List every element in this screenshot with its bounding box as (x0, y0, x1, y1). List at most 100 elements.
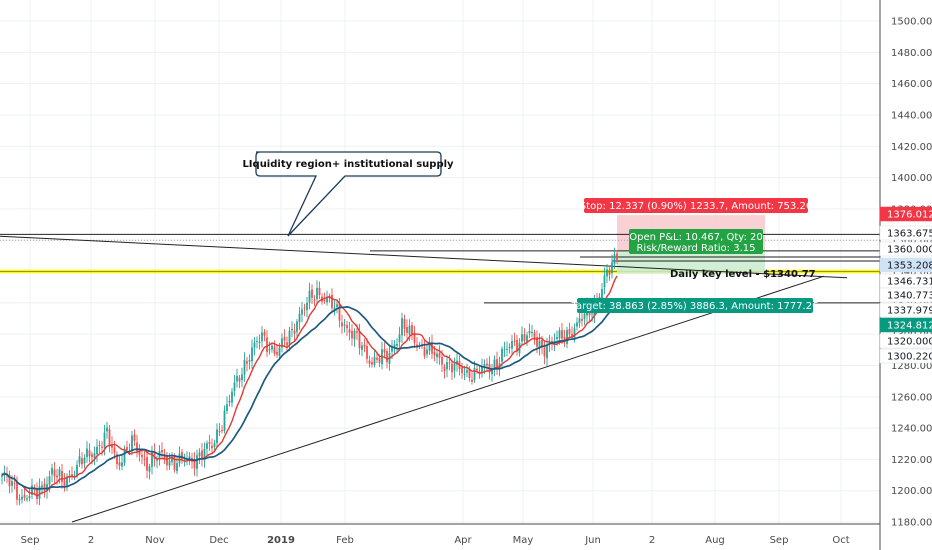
candle-body (278, 347, 281, 357)
candle-body (61, 471, 63, 483)
candle-body (271, 345, 273, 350)
y-tick-label: 1200.000 (891, 486, 932, 497)
candle-body (18, 498, 21, 501)
y-tick-label: 1260.000 (891, 392, 932, 403)
candle-body (581, 318, 583, 321)
candle-body (473, 368, 476, 381)
price-tag: 1353.208 (887, 261, 932, 272)
candle-body (446, 362, 448, 370)
candle-body (243, 359, 246, 375)
candle-body (436, 353, 438, 358)
candle-body (71, 474, 73, 476)
candle-body (438, 352, 441, 358)
candle-body (463, 373, 466, 375)
candle-body (91, 454, 93, 458)
stop-label-bg (584, 198, 808, 213)
candle-body (573, 328, 576, 340)
candle-body (268, 349, 271, 351)
candle-body (303, 307, 306, 309)
annotation-labels: LIquidity region+ institutional supply St… (242, 151, 818, 313)
candle-body (471, 379, 473, 382)
candle-body (556, 337, 558, 339)
candle-body (111, 443, 113, 448)
y-tick-label: 1400.000 (891, 173, 932, 184)
candle-body (441, 356, 443, 365)
descending-trendline (0, 235, 848, 279)
candle-body (58, 469, 61, 477)
candle-body (331, 294, 333, 309)
candle-body (348, 329, 351, 333)
candle-body (431, 342, 433, 354)
candle-body (306, 302, 308, 311)
candle-body (8, 474, 11, 487)
candle-body (536, 337, 538, 347)
candle-body (231, 391, 233, 403)
candle-body (178, 453, 181, 464)
candle-body (81, 458, 83, 465)
candle-body (601, 288, 603, 299)
candle-body (511, 341, 513, 349)
candle-body (1, 475, 3, 477)
candle-body (541, 339, 543, 347)
candle-body (406, 327, 408, 333)
candle-body (188, 456, 191, 459)
candle-body (608, 269, 611, 275)
candle-body (126, 447, 128, 450)
candle-body (308, 290, 311, 303)
candle-body (96, 446, 98, 455)
candle-body (228, 400, 231, 403)
candle-body (426, 349, 428, 355)
candle-body (501, 348, 503, 362)
candle-body (508, 346, 511, 348)
candle-body (513, 340, 516, 342)
price-tag: 1376.012 (887, 210, 932, 221)
y-tick-label: 1460.000 (891, 79, 932, 90)
pnl-label-line1: Open P&L: 10.467, Qty: 20 (629, 232, 762, 243)
y-tick-label: 1360.000 (891, 236, 932, 247)
price-tag: 1324.812 (887, 321, 932, 332)
candle-body (461, 367, 463, 373)
candle-body (88, 450, 91, 457)
candle-body (66, 476, 68, 486)
candle-body (496, 359, 498, 368)
candle-body (136, 442, 138, 452)
candle-body (106, 427, 108, 432)
y-tick-label: 1420.000 (891, 142, 932, 153)
price-tag: 1360.000 (887, 245, 932, 256)
ascending-trendline (71, 275, 825, 523)
candle-body (176, 463, 178, 472)
candle-body (416, 344, 418, 347)
price-tag-bg (879, 206, 932, 222)
candle-body (336, 304, 338, 307)
candle-body (578, 318, 581, 324)
candle-body (53, 469, 56, 477)
candle-body (83, 457, 86, 464)
y-tick-label: 1480.000 (891, 48, 932, 59)
candle-body (433, 351, 436, 356)
candle-body (326, 297, 328, 303)
stop-label: Stop: 12.337 (0.90%) 1233.7, Amount: 753… (580, 201, 812, 212)
candle-body (43, 483, 46, 491)
moving-averages (1, 275, 618, 497)
candle-body (558, 330, 561, 339)
candle-body (211, 445, 213, 449)
x-tick-label: Dec (209, 535, 228, 546)
x-tick-label: Nov (145, 535, 165, 546)
candle-body (13, 482, 16, 484)
candle-body (38, 486, 41, 499)
candle-body (296, 321, 298, 332)
candle-body (396, 343, 398, 346)
price-tag-bg (879, 317, 932, 333)
candle-body (563, 337, 566, 343)
ma-fast-line (1, 275, 618, 497)
callout-text: LIquidity region+ institutional supply (242, 159, 454, 170)
candle-body (606, 269, 608, 277)
candle-body (161, 450, 163, 453)
candle-body (298, 313, 301, 323)
candle-body (73, 475, 76, 478)
candle-body (123, 448, 126, 464)
candle-body (166, 456, 168, 466)
candle-body (26, 498, 28, 500)
target-label-bg (577, 298, 813, 313)
candle-body (221, 429, 223, 431)
